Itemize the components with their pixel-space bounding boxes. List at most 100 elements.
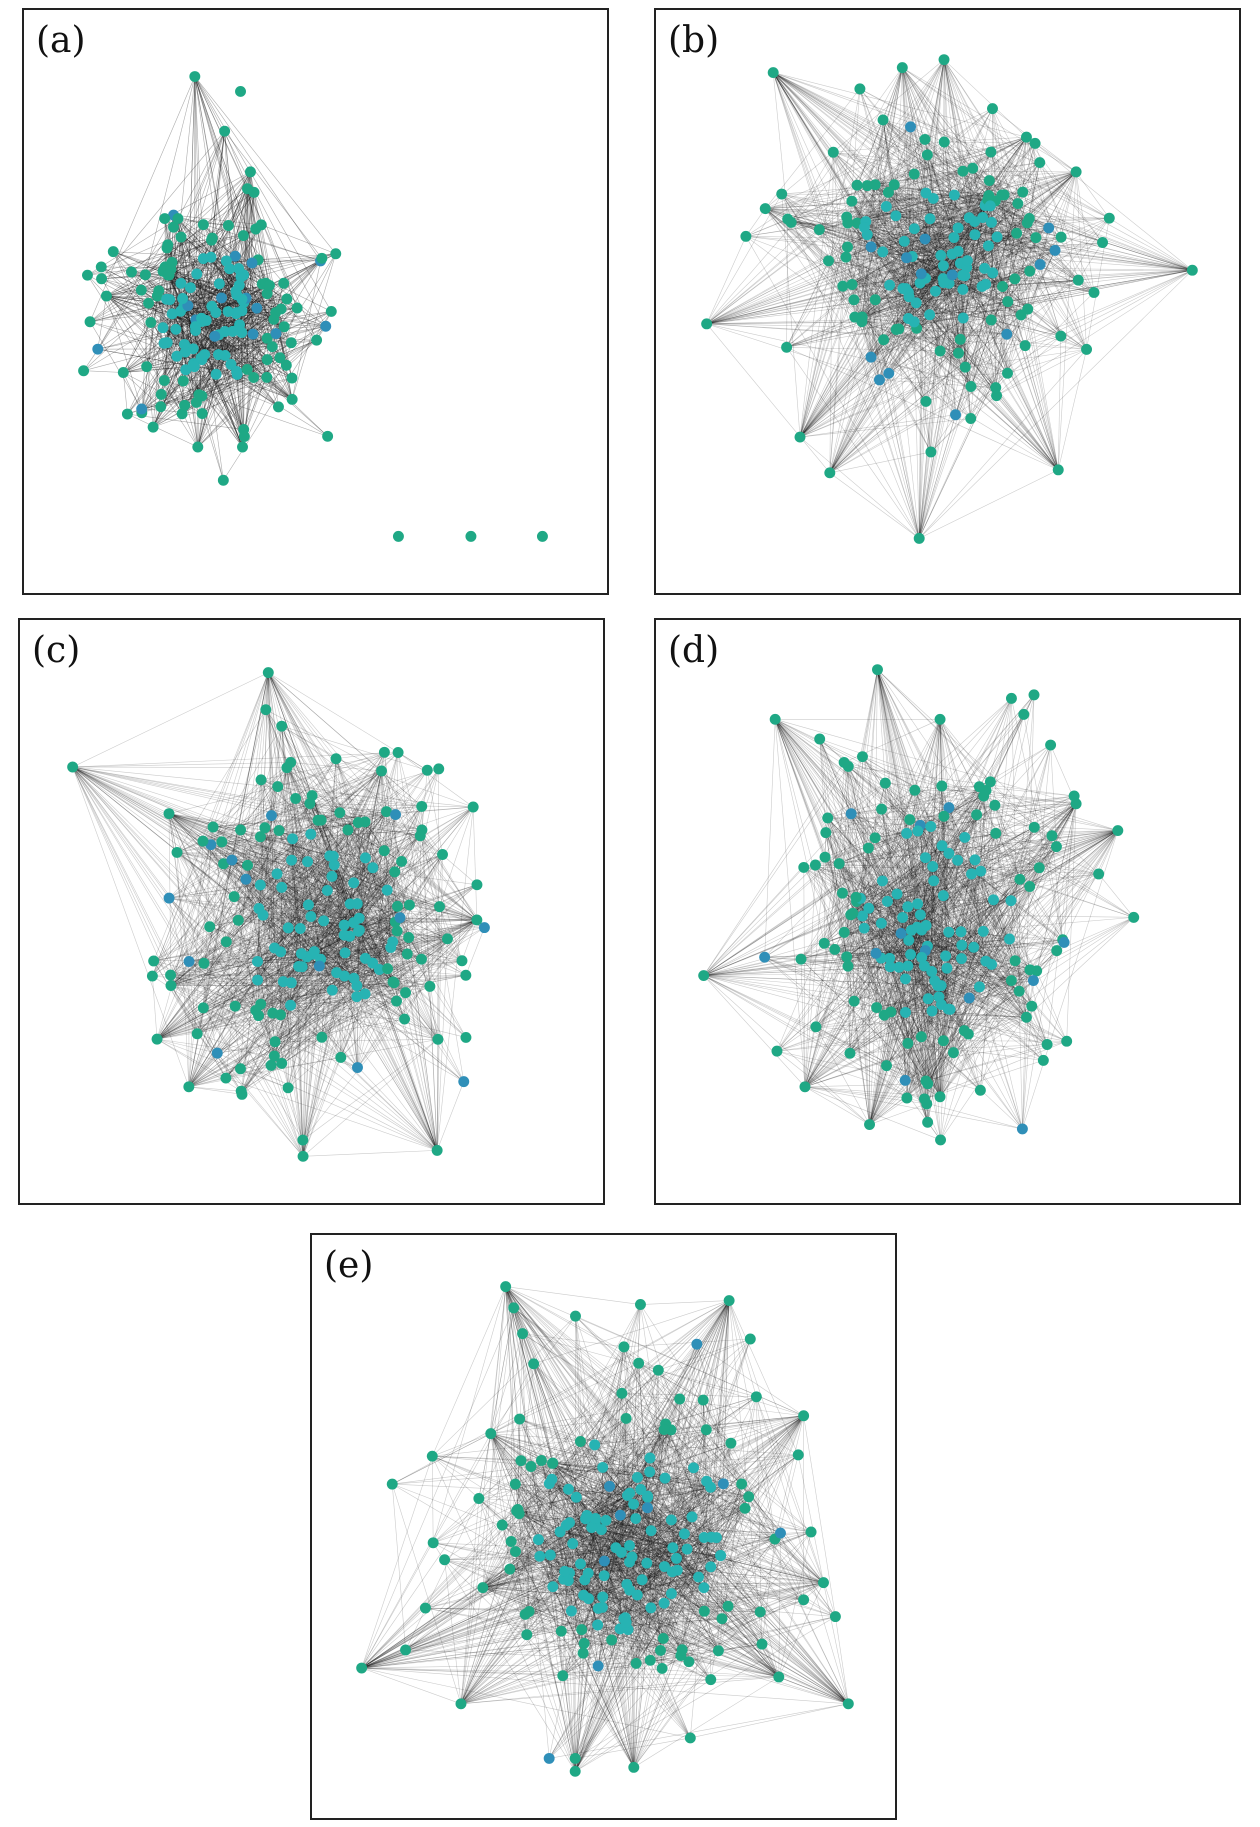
network-node xyxy=(1030,232,1042,244)
network-node xyxy=(959,831,971,843)
network-node xyxy=(875,917,887,929)
network-node xyxy=(956,953,967,965)
network-node xyxy=(1034,157,1046,169)
network-node xyxy=(740,230,752,242)
network-node xyxy=(983,175,995,186)
network-node xyxy=(920,920,932,931)
network-node xyxy=(171,350,183,362)
network-node xyxy=(1014,873,1026,885)
network-node xyxy=(578,1637,590,1649)
network-node xyxy=(1013,985,1025,997)
network-panel-e: (e) xyxy=(310,1233,897,1820)
network-node xyxy=(891,888,903,900)
network-node xyxy=(427,1537,439,1549)
network-node xyxy=(565,1605,577,1617)
network-node xyxy=(155,388,167,400)
network-node xyxy=(296,961,308,973)
network-node xyxy=(268,313,280,325)
network-node xyxy=(399,1013,411,1025)
network-node xyxy=(255,219,267,231)
network-node xyxy=(676,1644,688,1656)
network-nodes-e xyxy=(356,1281,854,1777)
network-nodes-d xyxy=(698,664,1140,1146)
network-node xyxy=(858,221,870,233)
network-node xyxy=(926,966,938,977)
network-node xyxy=(546,1473,558,1485)
network-node xyxy=(331,967,343,979)
network-node xyxy=(624,1540,635,1552)
network-node xyxy=(179,399,191,411)
network-node xyxy=(1024,881,1036,892)
network-node xyxy=(628,1498,640,1510)
network-node xyxy=(1034,258,1046,270)
network-node xyxy=(888,179,900,191)
network-node xyxy=(259,822,271,834)
network-node xyxy=(957,165,969,177)
network-node xyxy=(431,1144,443,1156)
network-node xyxy=(1024,964,1036,976)
network-node xyxy=(135,284,147,296)
network-node xyxy=(630,1513,642,1525)
network-node xyxy=(222,220,234,231)
network-node xyxy=(890,210,902,222)
network-node xyxy=(139,269,151,281)
network-node xyxy=(209,330,221,342)
network-node xyxy=(391,995,402,1007)
network-node xyxy=(977,925,989,937)
network-node xyxy=(1005,895,1017,907)
network-node xyxy=(582,1567,594,1579)
network-node xyxy=(421,764,433,776)
network-node xyxy=(1112,825,1124,837)
network-node xyxy=(353,925,364,937)
network-node xyxy=(589,1512,601,1524)
network-node xyxy=(863,902,875,914)
network-node xyxy=(678,1528,690,1540)
network-node xyxy=(743,1491,755,1503)
network-node xyxy=(805,1526,817,1538)
network-node xyxy=(148,955,160,967)
network-node xyxy=(934,713,946,725)
network-node xyxy=(940,950,952,962)
network-node xyxy=(980,955,992,967)
network-node xyxy=(229,250,241,262)
network-node xyxy=(183,1081,195,1093)
network-node xyxy=(927,861,939,872)
network-node xyxy=(1005,692,1017,704)
network-node xyxy=(276,720,288,732)
network-edges-a xyxy=(83,76,337,481)
network-graph-c xyxy=(67,667,490,1162)
network-node xyxy=(604,1480,616,1492)
network-node xyxy=(266,341,278,353)
network-node xyxy=(849,311,861,323)
network-node xyxy=(642,1490,654,1502)
network-node xyxy=(631,1589,643,1601)
network-node xyxy=(1004,933,1015,945)
network-node xyxy=(1020,131,1032,143)
network-node xyxy=(547,1581,559,1593)
network-node xyxy=(979,262,991,274)
network-node xyxy=(192,441,204,453)
network-node xyxy=(141,361,153,373)
network-node xyxy=(241,363,253,375)
network-node xyxy=(681,1543,693,1555)
network-node xyxy=(305,911,317,922)
network-node xyxy=(878,1009,890,1021)
network-node xyxy=(598,1570,610,1582)
network-node xyxy=(237,441,248,453)
network-node xyxy=(901,827,913,839)
network-node xyxy=(238,431,250,442)
network-node xyxy=(326,870,338,882)
network-node xyxy=(432,1033,444,1045)
network-node xyxy=(525,1461,537,1472)
network-node xyxy=(896,62,908,74)
network-node xyxy=(351,991,363,1003)
network-node xyxy=(968,941,980,953)
network-node xyxy=(382,963,394,975)
network-node xyxy=(543,1752,555,1764)
network-node xyxy=(275,303,287,315)
network-node xyxy=(902,901,914,913)
network-node xyxy=(391,925,403,937)
network-node xyxy=(698,1582,710,1594)
network-node xyxy=(136,403,148,415)
network-node xyxy=(840,251,852,263)
